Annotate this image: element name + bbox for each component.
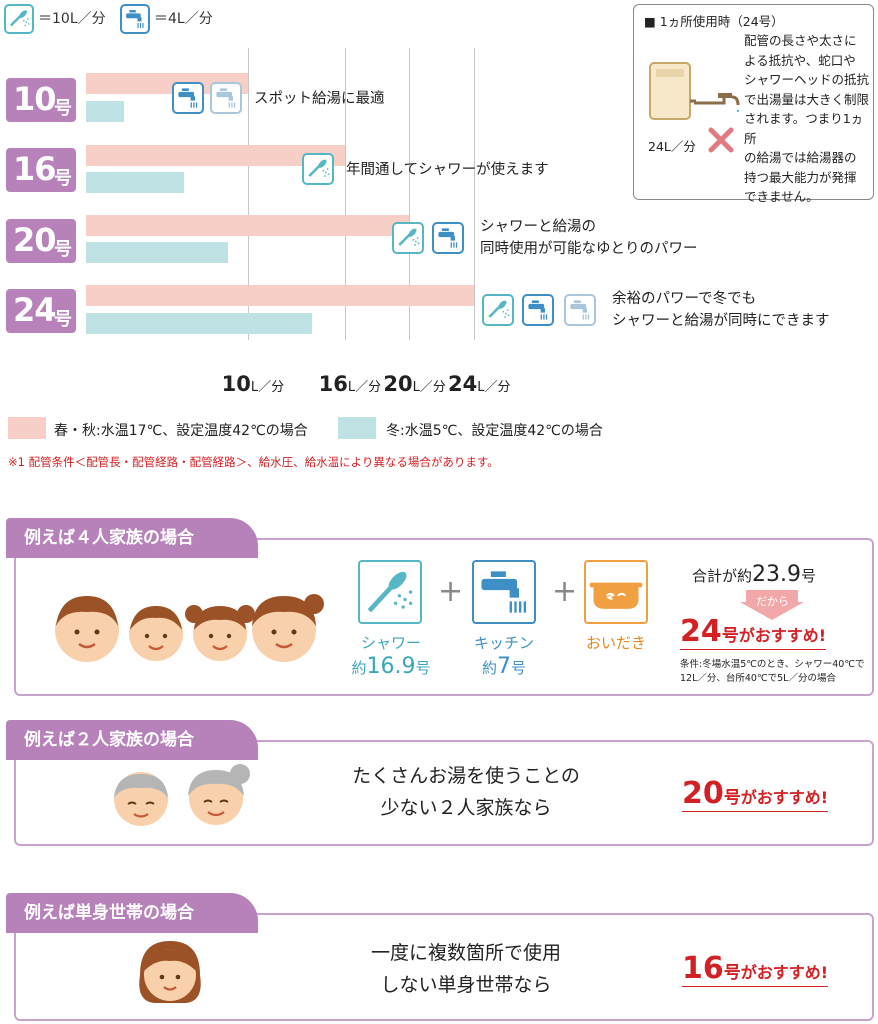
grid-line-10	[247, 48, 249, 340]
x-tick-10: 10L／分	[221, 372, 285, 396]
grid-line-16	[344, 48, 346, 340]
faucet-icon	[172, 82, 204, 114]
mother-face-icon	[248, 588, 324, 668]
row-desc-20-line1: シャワーと給湯の	[480, 219, 596, 235]
faucet-icon	[120, 4, 150, 34]
shower-large-icon	[358, 560, 422, 624]
father-face-icon	[52, 592, 122, 668]
arrow-label: だから	[756, 595, 789, 608]
faucet-faded-icon	[564, 294, 596, 326]
info-line: 配管の長さや太さに	[744, 33, 857, 48]
two-person-recommendation: 20号がおすすめ!	[682, 776, 829, 812]
legend-label-spring: 春・秋:水温17℃、設定温度42℃の場合	[54, 423, 308, 439]
down-arrow-icon	[740, 590, 804, 620]
daughter-face-icon	[184, 596, 256, 666]
plus-sign: +	[552, 574, 578, 609]
x-tick-24: 24L／分	[448, 372, 511, 396]
grid-line-20	[409, 48, 411, 340]
info-line: シャワーヘッドの抵抗	[744, 72, 870, 87]
single-person-text: 一度に複数箇所で使用 しない単身世帯なら	[370, 942, 561, 996]
bar-spring-20	[86, 215, 410, 236]
shower-rate-label: ＝10L／分	[38, 11, 106, 27]
shower-icon	[302, 153, 334, 185]
four-person-panel: シャワー 約16.9号 + キッチン 約7号 + おいだき 合計が約23.9号 …	[14, 538, 874, 696]
info-line: できません。	[744, 189, 819, 204]
info-line: の給湯では給湯器の	[744, 150, 857, 165]
reheat-caption: おいだき	[585, 634, 646, 652]
grade-label-10: 10 号	[6, 78, 76, 122]
row-desc-10: スポット給湯に最適	[254, 91, 385, 107]
x-tick-16: 16L／分	[318, 372, 382, 396]
kitchen-value: 約7号	[481, 654, 527, 679]
condition-note: 条件:冬場水温5℃のとき、シャワー40℃で 12L／分、台所40℃で5L／分の場…	[680, 659, 865, 684]
total-text: 合計が約23.9号	[692, 562, 817, 587]
four-person-recommendation: 24号がおすすめ!	[680, 614, 827, 650]
grade-label-24: 24 号	[6, 289, 76, 333]
bar-spring-16	[86, 145, 345, 166]
legend-swatch-spring	[8, 417, 46, 439]
grade-label-20: 20 号	[6, 219, 76, 263]
bar-spring-24	[86, 285, 474, 306]
faucet-icon	[522, 294, 554, 326]
row-desc-20: シャワーと給湯の 同時使用が可能なゆとりのパワー	[480, 216, 698, 260]
bar-spring-10	[86, 73, 248, 94]
row-desc-24-line1: 余裕のパワーで冬でも	[612, 291, 757, 307]
info-body: 配管の長さや太さに よる抵抗や、蛇口や シャワーヘッドの抵抗 で出湯量は大きく制…	[744, 31, 873, 207]
row-desc-20-line2: 同時使用が可能なゆとりのパワー	[480, 241, 698, 257]
pipe-faucet-illustration	[694, 93, 744, 123]
grandfather-face-icon	[110, 766, 172, 832]
plus-sign: +	[438, 574, 464, 609]
two-person-tab: 例えば２人家族の場合	[6, 720, 258, 760]
single-person-recommendation: 16号がおすすめ!	[682, 951, 829, 987]
faucet-icon	[432, 222, 464, 254]
bath-reheat-icon	[584, 560, 648, 624]
info-line: 持つ最大能力が発揮	[744, 169, 857, 185]
info-capacity-label: 24L／分	[648, 139, 696, 154]
footnote: ※1 配管条件＜配管長・配管経路・配管経路＞、給水圧、給水温により異なる場合があ…	[8, 455, 499, 469]
four-person-tab: 例えば４人家族の場合	[6, 518, 258, 558]
grandmother-face-icon	[182, 760, 254, 832]
row-desc-16: 年間通してシャワーが使えます	[346, 162, 549, 178]
son-face-icon	[126, 600, 186, 666]
legend-label-winter: 冬:水温5℃、設定温度42℃の場合	[386, 423, 603, 439]
kitchen-caption: キッチン	[473, 634, 534, 652]
bar-winter-10	[86, 101, 124, 122]
row-desc-24-line2: シャワーと給湯が同時にできます	[612, 313, 830, 329]
shower-icon	[4, 4, 34, 34]
kitchen-faucet-large-icon	[472, 560, 536, 624]
faucet-faded-icon	[210, 82, 242, 114]
shower-caption: シャワー	[360, 634, 421, 652]
cross-icon	[708, 127, 734, 153]
water-heater-illustration	[648, 61, 708, 125]
bar-winter-20	[86, 242, 228, 263]
single-person-tab: 例えば単身世帯の場合	[6, 893, 258, 933]
info-line: で出湯量は大きく制限	[744, 91, 870, 107]
grade-label-16: 16 号	[6, 148, 76, 192]
bar-winter-16	[86, 172, 184, 193]
two-person-text: たくさんお湯を使うことの 少ない２人家族なら	[352, 765, 580, 819]
faucet-rate-label: ＝4L／分	[154, 11, 213, 27]
row-desc-24: 余裕のパワーで冬でも シャワーと給湯が同時にできます	[612, 288, 830, 332]
shower-icon	[392, 222, 424, 254]
info-box-title: ■ 1ヵ所使用時（24号）	[644, 14, 784, 29]
info-box: ■ 1ヵ所使用時（24号） 24L／分 配管の長さや太さに よる抵抗や、蛇口や …	[633, 4, 874, 204]
grid-line-24	[474, 48, 475, 340]
shower-icon	[482, 294, 514, 326]
single-person-face-icon	[134, 935, 206, 1011]
info-line: されます。つまり1ヵ所	[744, 111, 864, 146]
legend-swatch-winter	[338, 417, 376, 439]
x-tick-20: 20L／分	[383, 372, 446, 396]
info-line: よる抵抗や、蛇口や	[744, 52, 856, 68]
bar-winter-24	[86, 313, 312, 334]
shower-value: 約16.9号	[351, 654, 431, 679]
